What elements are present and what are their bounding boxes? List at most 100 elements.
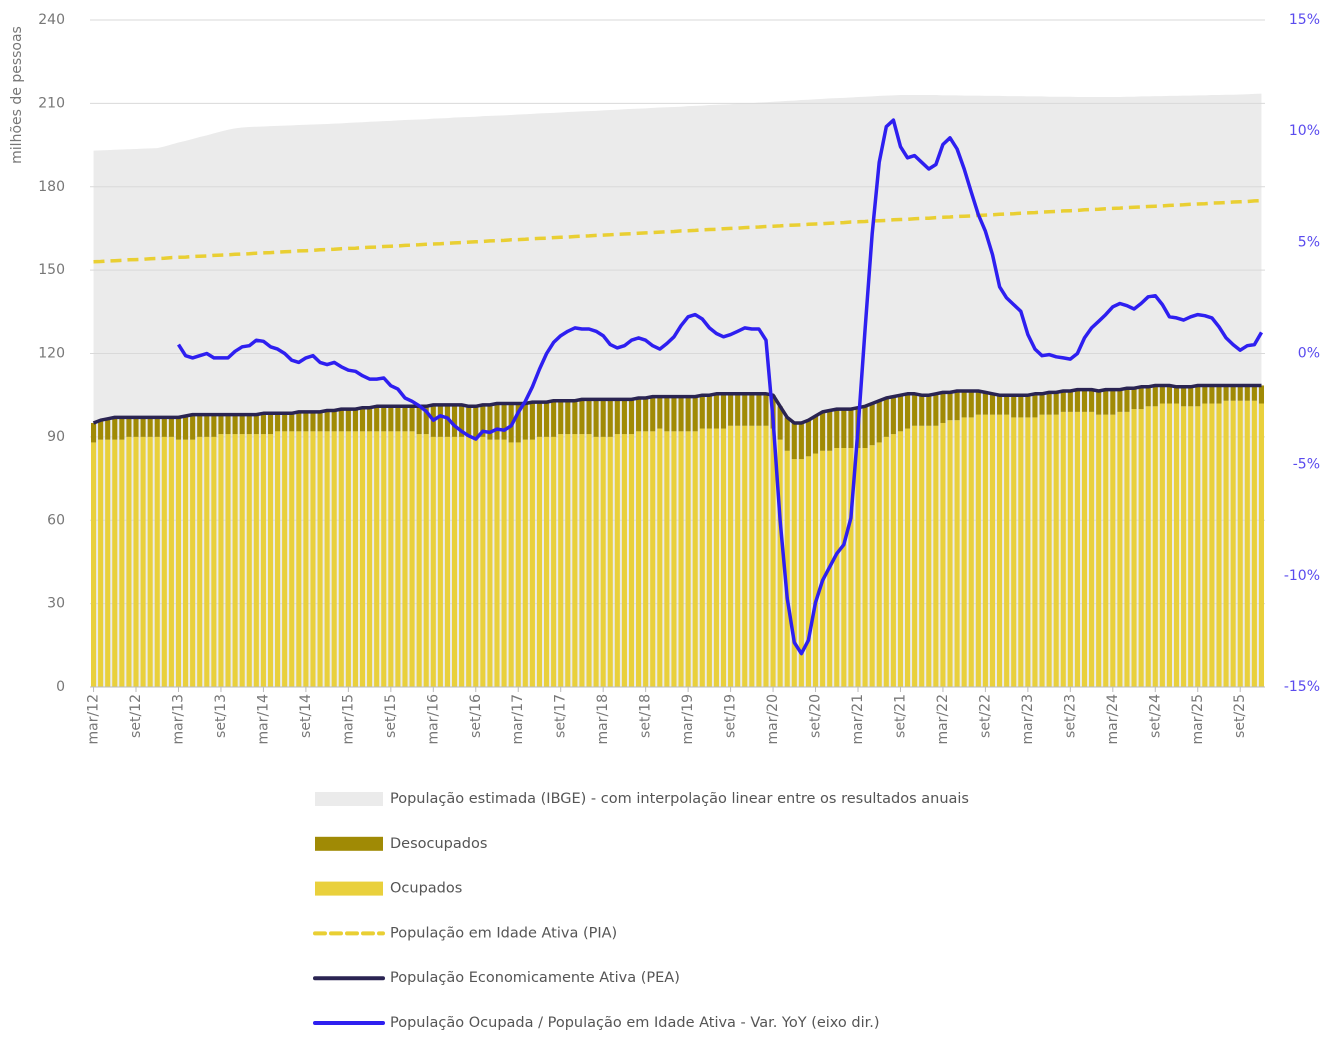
x-tick-label: mar/19	[680, 694, 696, 745]
bar-segment	[933, 393, 939, 426]
bar-segment	[841, 447, 847, 687]
bar-segment	[593, 399, 599, 437]
bar-segment	[317, 411, 323, 432]
bar-segment	[749, 393, 755, 426]
bar-segment	[119, 417, 125, 440]
bar-segment	[1011, 395, 1017, 418]
bar-segment	[1152, 385, 1158, 407]
bar-segment	[841, 409, 847, 448]
bar-segment	[232, 434, 238, 687]
bar-segment	[119, 439, 125, 687]
bar-segment	[968, 391, 974, 418]
bar-segment	[720, 393, 727, 429]
bar-segment	[296, 431, 302, 687]
bar-segment	[204, 436, 210, 687]
bar-segment	[685, 431, 691, 687]
y-tick-label: 120	[38, 346, 65, 362]
bar-segment	[926, 425, 932, 687]
y-tick-label: 150	[38, 262, 65, 278]
legend-label: População Ocupada / População em Idade A…	[390, 1015, 880, 1031]
bar-segment	[947, 392, 953, 421]
bar-segment	[699, 395, 705, 429]
bar-segment	[105, 418, 111, 440]
x-tick-label: set/18	[638, 694, 654, 738]
x-tick-label: mar/24	[1105, 694, 1121, 745]
x-tick-label: mar/25	[1190, 694, 1206, 745]
bar-segment	[834, 409, 840, 448]
bar-segment	[657, 428, 663, 687]
y2-tick-label: 15%	[1289, 12, 1320, 28]
y-tick-label: 30	[47, 596, 65, 612]
bar-segment	[657, 396, 663, 429]
bar-segment	[692, 396, 698, 432]
bar-segment	[876, 400, 882, 443]
bar-segment	[260, 434, 266, 687]
bar-segment	[374, 431, 380, 687]
bar-segment	[175, 439, 182, 687]
bar-segment	[1060, 411, 1066, 687]
bar-segment	[1251, 385, 1257, 401]
bar-segment	[1244, 385, 1250, 401]
bar-segment	[345, 409, 351, 432]
bar-segment	[112, 439, 118, 687]
bar-segment	[352, 409, 358, 432]
bar-segment	[239, 434, 245, 687]
bar-segment	[621, 434, 627, 687]
bar-segment	[1173, 386, 1180, 404]
bar-segment	[1223, 400, 1229, 687]
bar-segment	[225, 434, 231, 687]
bar-segment	[643, 397, 649, 432]
x-tick-label: set/23	[1062, 694, 1078, 738]
bar-segment	[388, 406, 394, 432]
bar-segment	[869, 445, 875, 687]
bar-segment	[912, 393, 918, 426]
bar-segment	[897, 395, 904, 432]
bar-segment	[253, 434, 259, 687]
bar-segment	[1018, 395, 1024, 418]
bar-segment	[487, 439, 493, 687]
bar-segment	[105, 439, 111, 687]
bar-segment	[480, 404, 486, 437]
y-tick-label: 210	[38, 95, 65, 111]
bar-segment	[289, 413, 295, 432]
y-axis-label: milhões de pessoas	[9, 26, 25, 164]
bar-segment	[1230, 385, 1236, 401]
bar-segment	[1124, 388, 1130, 412]
bar-segment	[324, 431, 330, 687]
bar-segment	[678, 431, 684, 687]
bar-segment	[770, 428, 776, 687]
bar-segment	[331, 410, 337, 432]
bar-segment	[1089, 389, 1095, 412]
bar-segment	[480, 436, 486, 687]
bar-segment	[275, 431, 281, 687]
bar-segment	[1053, 392, 1059, 415]
bar-segment	[126, 417, 132, 437]
bar-segment	[791, 459, 797, 687]
bar-segment	[862, 447, 868, 687]
y2-tick-label: -10%	[1284, 568, 1320, 584]
bar-segment	[1258, 385, 1265, 404]
bar-segment	[558, 434, 564, 687]
bar-segment	[1096, 391, 1102, 415]
bar-segment	[1166, 385, 1172, 404]
bar-segment	[933, 425, 939, 687]
bar-segment	[367, 431, 373, 687]
bar-segment	[940, 392, 946, 423]
bar-segment	[112, 417, 118, 440]
bar-segment	[777, 406, 783, 440]
y-tick-label: 180	[38, 179, 65, 195]
bar-segment	[1011, 417, 1017, 687]
bar-segment	[437, 436, 443, 687]
bar-segment	[586, 399, 592, 435]
bar-segment	[883, 397, 889, 437]
bar-segment	[190, 439, 196, 687]
legend-label: População estimada (IBGE) - com interpol…	[390, 791, 969, 807]
bar-segment	[1060, 391, 1066, 412]
bar-segment	[175, 417, 182, 440]
x-tick-label: set/12	[128, 694, 144, 738]
bar-segment	[664, 431, 670, 687]
bar-segment	[90, 422, 97, 443]
bar-segment	[706, 428, 712, 687]
bar-segment	[1004, 395, 1010, 415]
bar-segment	[1195, 385, 1201, 407]
